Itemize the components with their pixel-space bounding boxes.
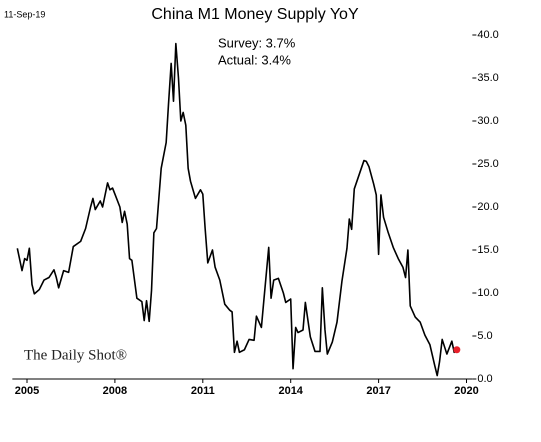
x-tick-label: 2014 bbox=[278, 385, 303, 397]
chart-title: China M1 Money Supply YoY bbox=[151, 6, 359, 23]
line-series bbox=[16, 42, 458, 377]
y-tick-label: 15.0 bbox=[477, 244, 498, 256]
x-tick-label: 2017 bbox=[366, 385, 390, 397]
x-tick-label: 2020 bbox=[454, 385, 478, 397]
x-tick-label: 2008 bbox=[103, 385, 127, 397]
x-tick-label: 2011 bbox=[191, 385, 215, 397]
y-tick-label: 20.0 bbox=[477, 201, 498, 213]
annotation: Actual: 3.4% bbox=[218, 52, 291, 67]
x-tick-label: 2005 bbox=[15, 385, 39, 397]
y-tick-label: 5.0 bbox=[477, 330, 492, 342]
y-tick-label: 25.0 bbox=[477, 158, 498, 170]
date-label: 11-Sep-19 bbox=[4, 9, 45, 19]
y-tick-label: 35.0 bbox=[477, 72, 498, 84]
y-tick-label: 0.0 bbox=[477, 373, 492, 385]
y-tick-label: 10.0 bbox=[477, 287, 498, 299]
annotation: Survey: 3.7% bbox=[218, 35, 296, 50]
y-tick-label: 40.0 bbox=[477, 29, 498, 41]
y-tick-label: 30.0 bbox=[477, 115, 498, 127]
watermark: The Daily Shot® bbox=[24, 347, 127, 363]
last-point bbox=[453, 346, 461, 354]
